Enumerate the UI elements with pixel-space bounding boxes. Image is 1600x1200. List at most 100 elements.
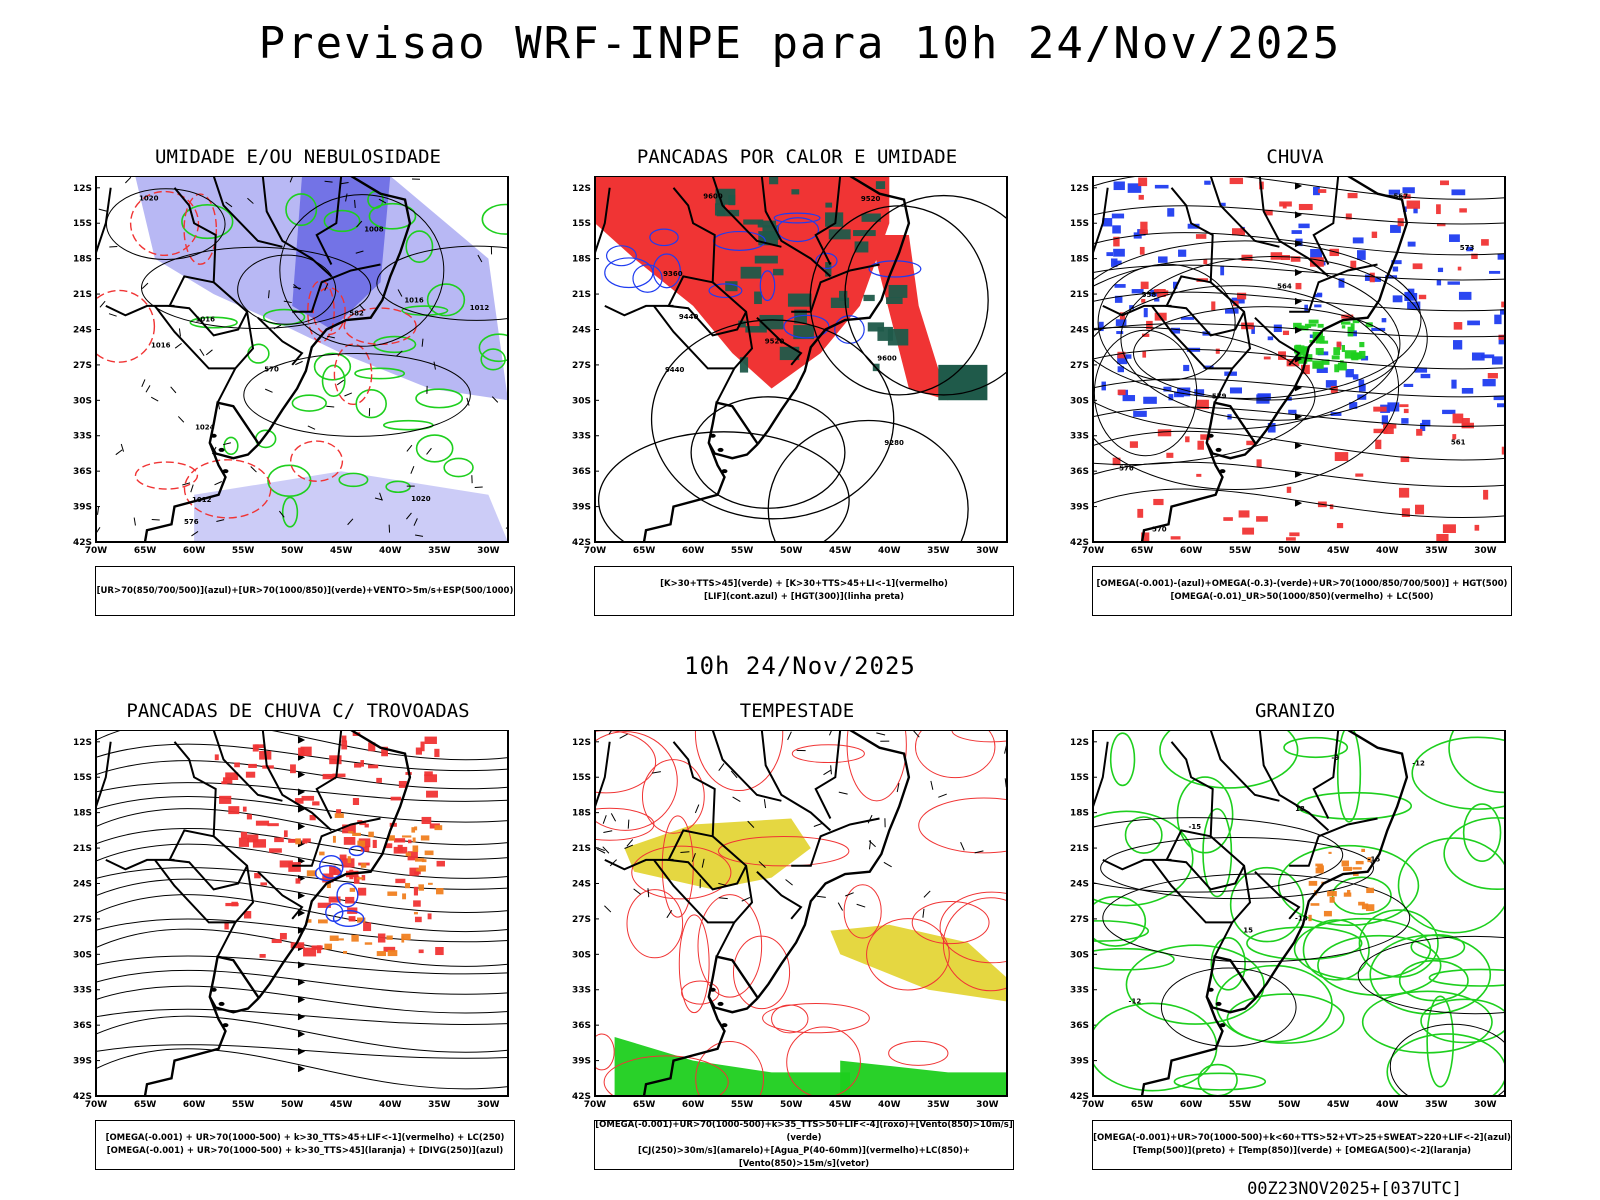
streamline-arrow <box>1294 499 1303 507</box>
rain-area-orange <box>295 838 301 845</box>
omega-area <box>1491 356 1503 365</box>
thunderstorm-area <box>328 896 341 903</box>
lake-mark <box>1219 469 1226 474</box>
streamline-arrow <box>297 978 306 986</box>
streamline <box>1093 291 1505 312</box>
humidity-low-contour <box>291 394 327 412</box>
omega-area <box>1180 316 1195 320</box>
rain-area <box>1117 351 1126 359</box>
thunderstorm-area <box>395 878 406 884</box>
rain-area <box>1474 524 1480 531</box>
omega-area <box>1125 354 1132 359</box>
wind-vector <box>336 379 345 386</box>
omega-area <box>1401 418 1409 424</box>
rain-area <box>1195 234 1207 239</box>
temp850-contour <box>1159 730 1299 789</box>
wind-vector <box>691 853 696 862</box>
lat-tick-label: 36S <box>1070 1021 1089 1031</box>
panel-title: GRANIZO <box>1254 700 1336 722</box>
contour-label: 1008 <box>364 226 384 234</box>
thunderstorm-area <box>219 795 232 804</box>
lon-tick-label: 45W <box>330 546 353 556</box>
divergence-contour <box>318 854 344 879</box>
omega-area <box>1392 295 1403 303</box>
humidity-low-contour <box>405 230 434 264</box>
lat-tick-label: 42S <box>572 1092 591 1102</box>
lat-tick-label: 42S <box>73 1092 92 1102</box>
wind-vector <box>960 841 965 851</box>
lat-tick-label: 21S <box>73 844 92 854</box>
rain-area-orange <box>356 877 364 880</box>
state-border <box>105 304 175 317</box>
rain-area <box>1345 213 1352 220</box>
map-layer: 9600 9520 9440 9360 9280 9600 9520 9440 <box>595 176 1007 542</box>
thunderstorm-area <box>329 865 336 875</box>
contour-label: -9 <box>1331 754 1339 762</box>
omega-strong-area <box>1301 325 1309 331</box>
lon-tick-label: 55W <box>232 1100 255 1110</box>
rain-area-orange <box>326 882 331 889</box>
map-frame <box>1092 176 1506 543</box>
lat-tick-label: 42S <box>572 538 591 548</box>
rain-area-orange <box>402 893 407 900</box>
wind-vector <box>856 903 866 908</box>
thunderstorm-area <box>393 838 406 843</box>
omega-strong-area <box>1308 319 1319 324</box>
lat-tick-label: 12S <box>1070 184 1089 194</box>
thunderstorm-area <box>352 798 360 806</box>
omega-area <box>1098 321 1104 332</box>
wind-vector <box>596 846 605 852</box>
temp850-contour <box>1176 776 1234 854</box>
omega-area <box>1115 319 1127 326</box>
omega-area <box>1420 423 1426 432</box>
hgt500-contour <box>1093 326 1316 466</box>
thunderstorm-area <box>238 837 250 847</box>
rain-area <box>1334 452 1349 462</box>
streamline <box>1093 323 1505 338</box>
rain-area <box>1232 228 1245 236</box>
rain-area <box>1350 260 1357 271</box>
lat-tick-label: 12S <box>1070 738 1089 748</box>
lon-tick-label: 30W <box>477 1100 500 1110</box>
streamline-arrow <box>1294 470 1303 478</box>
lat-tick-label: 33S <box>1070 432 1089 442</box>
lon-tick-label: 40W <box>379 546 402 556</box>
lon-tick-label: 55W <box>731 1100 754 1110</box>
lake-mark <box>1219 1023 1226 1028</box>
state-border <box>257 316 304 366</box>
rain-area-orange <box>415 858 425 862</box>
temp850-contour <box>1462 803 1502 862</box>
rain-area <box>1256 516 1268 522</box>
humidity-low-contour <box>355 389 387 419</box>
contour-label: 9600 <box>877 354 897 362</box>
temp500-contour <box>1389 1023 1505 1096</box>
rain-area-orange <box>405 882 411 889</box>
rain-area-orange <box>329 935 339 941</box>
lat-tick-label: 21S <box>572 290 591 300</box>
contour-label: 15 <box>1243 926 1253 934</box>
omega-area <box>1358 383 1366 392</box>
omega-strong-area <box>1331 355 1340 360</box>
wind-vector <box>247 197 254 204</box>
legend-line: [OMEGA(-0.001)-(azul)+OMEGA(-0.3)-(verde… <box>1096 579 1508 589</box>
lc850-contour <box>762 1003 870 1034</box>
lif-contour <box>759 270 776 302</box>
lc850-contour <box>918 797 1007 854</box>
rain-area <box>1282 330 1290 336</box>
streamline-arrow <box>297 736 306 744</box>
omega500-area <box>1308 880 1318 886</box>
wind-vector <box>609 859 617 867</box>
state-border <box>1093 741 1109 808</box>
rain-area <box>1298 203 1313 211</box>
lif-contour <box>604 257 654 289</box>
thunderstorm-area <box>390 796 402 801</box>
wind-vector <box>98 208 107 212</box>
lon-tick-label: 65W <box>1131 1100 1154 1110</box>
lake-mark <box>1215 1001 1222 1006</box>
panel-granizo: GRANIZO 12S 15S 18S 21S 24S 27S 30S 33S 36S 39S 42… <box>1055 700 1535 1200</box>
omega-area <box>1187 223 1200 229</box>
temp850-contour <box>1293 917 1432 981</box>
lon-tick-label: 40W <box>1376 1100 1399 1110</box>
humidity-low-contour <box>181 203 234 240</box>
